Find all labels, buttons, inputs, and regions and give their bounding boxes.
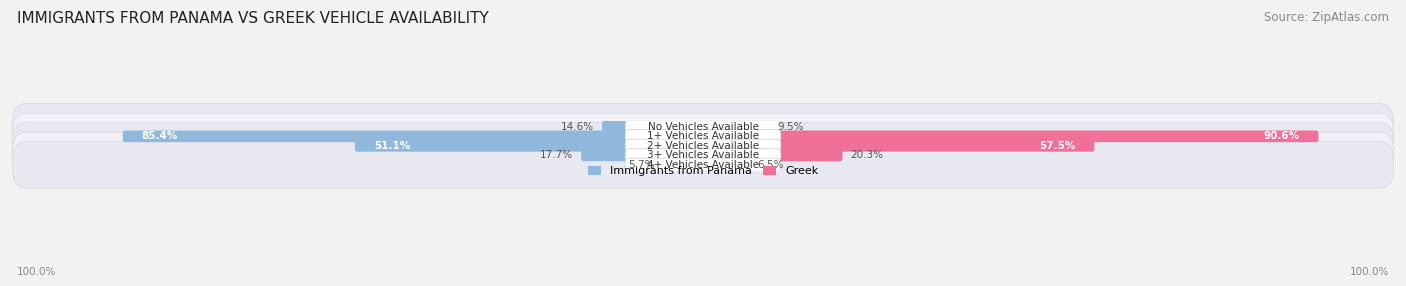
FancyBboxPatch shape: [13, 113, 1393, 160]
FancyBboxPatch shape: [602, 121, 704, 133]
Text: 85.4%: 85.4%: [142, 131, 179, 141]
Text: 14.6%: 14.6%: [561, 122, 593, 132]
Text: 51.1%: 51.1%: [374, 141, 411, 151]
FancyBboxPatch shape: [702, 150, 842, 161]
Text: 1+ Vehicles Available: 1+ Vehicles Available: [647, 131, 759, 141]
Text: Source: ZipAtlas.com: Source: ZipAtlas.com: [1264, 11, 1389, 24]
Text: 100.0%: 100.0%: [1350, 267, 1389, 277]
FancyBboxPatch shape: [13, 123, 1393, 169]
Text: 4+ Vehicles Available: 4+ Vehicles Available: [647, 160, 759, 170]
FancyBboxPatch shape: [702, 140, 1094, 152]
Text: 6.5%: 6.5%: [758, 160, 783, 170]
FancyBboxPatch shape: [702, 130, 1319, 142]
Text: 57.5%: 57.5%: [1039, 141, 1076, 151]
FancyBboxPatch shape: [702, 159, 749, 171]
Text: 17.7%: 17.7%: [540, 150, 574, 160]
Text: 90.6%: 90.6%: [1264, 131, 1299, 141]
Text: 5.7%: 5.7%: [627, 160, 654, 170]
Text: 3+ Vehicles Available: 3+ Vehicles Available: [647, 150, 759, 160]
FancyBboxPatch shape: [626, 139, 780, 152]
FancyBboxPatch shape: [702, 121, 769, 133]
Legend: Immigrants from Panama, Greek: Immigrants from Panama, Greek: [588, 166, 818, 176]
FancyBboxPatch shape: [13, 132, 1393, 178]
Text: No Vehicles Available: No Vehicles Available: [648, 122, 758, 132]
Text: IMMIGRANTS FROM PANAMA VS GREEK VEHICLE AVAILABILITY: IMMIGRANTS FROM PANAMA VS GREEK VEHICLE …: [17, 11, 489, 26]
FancyBboxPatch shape: [626, 149, 780, 162]
FancyBboxPatch shape: [662, 159, 704, 171]
Text: 100.0%: 100.0%: [17, 267, 56, 277]
FancyBboxPatch shape: [122, 130, 704, 142]
FancyBboxPatch shape: [13, 142, 1393, 188]
FancyBboxPatch shape: [581, 150, 704, 161]
Text: 20.3%: 20.3%: [851, 150, 883, 160]
FancyBboxPatch shape: [626, 120, 780, 134]
FancyBboxPatch shape: [626, 158, 780, 172]
FancyBboxPatch shape: [354, 140, 704, 152]
Text: 9.5%: 9.5%: [778, 122, 804, 132]
Text: 2+ Vehicles Available: 2+ Vehicles Available: [647, 141, 759, 151]
FancyBboxPatch shape: [13, 104, 1393, 150]
FancyBboxPatch shape: [626, 130, 780, 143]
